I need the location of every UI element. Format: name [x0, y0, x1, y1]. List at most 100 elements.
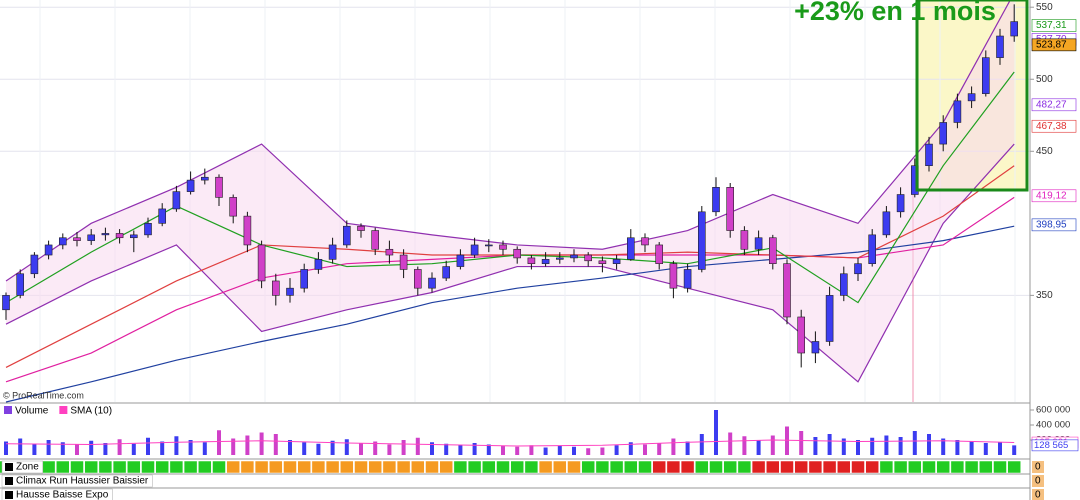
- candle-body: [314, 259, 323, 270]
- price-label: 537,31: [1036, 20, 1067, 31]
- candle-body: [655, 244, 664, 264]
- volume-bar: [89, 440, 94, 455]
- zone-cell: [695, 460, 709, 474]
- candle-body: [953, 100, 962, 123]
- volume-bar: [103, 443, 108, 455]
- zone-cell: [297, 460, 311, 474]
- candle-body: [925, 143, 933, 166]
- indicator-value-box: [1032, 489, 1044, 500]
- volume-bar: [529, 445, 534, 455]
- candle-body: [726, 187, 735, 231]
- volume-bar: [32, 443, 37, 455]
- candle-body: [697, 211, 706, 270]
- zone-cell: [155, 460, 169, 474]
- y-tick-label: 450: [1036, 146, 1053, 157]
- volume-bar: [983, 443, 988, 455]
- legend-label: Volume: [15, 406, 49, 417]
- candle-body: [328, 244, 337, 260]
- candle-body: [271, 280, 280, 296]
- volume-bar: [188, 440, 193, 455]
- volume-bar: [756, 440, 761, 455]
- candle-body: [87, 234, 95, 241]
- volume-bar: [146, 437, 150, 455]
- candle-body: [527, 257, 536, 264]
- zone-cell: [354, 460, 368, 474]
- zone-cell: [439, 460, 453, 474]
- indicator-value: 0: [1035, 462, 1041, 473]
- zone-cell: [553, 460, 567, 474]
- indicator-label: Hausse Baisse Expo: [16, 490, 109, 500]
- volume-bar: [245, 435, 250, 455]
- indicator-value-box: [1032, 475, 1044, 487]
- candle-body: [58, 237, 67, 246]
- volume-bar: [75, 444, 79, 455]
- zone-cell: [581, 460, 595, 474]
- zone-cell: [269, 460, 283, 474]
- volume-bar: [856, 440, 860, 455]
- candle-body: [783, 263, 791, 318]
- v-tick-label: 400 000: [1036, 420, 1070, 431]
- candle-body: [300, 269, 309, 289]
- candle-body: [101, 233, 110, 236]
- candle-body: [342, 225, 351, 246]
- volume-bar: [714, 410, 718, 455]
- legend-swatch: [59, 406, 68, 414]
- volume-bar: [657, 443, 662, 455]
- zone-cell: [964, 460, 979, 474]
- indicator-line: [5, 143, 1015, 383]
- volume-bar: [259, 432, 264, 455]
- candle-body: [442, 266, 451, 279]
- candle-body: [2, 295, 10, 311]
- candle-body: [456, 254, 465, 267]
- volume-label-box: [1031, 439, 1079, 452]
- zone-cell: [936, 460, 950, 474]
- volume-bar: [117, 439, 122, 455]
- candle-body: [811, 341, 820, 354]
- candle-body: [357, 225, 365, 231]
- zone-cell: [538, 460, 553, 474]
- zone-cell: [396, 460, 411, 474]
- zone-cell: [70, 460, 84, 474]
- candle-body: [570, 254, 578, 259]
- zone-cell: [1007, 460, 1021, 474]
- indicator-value: 0: [1035, 490, 1041, 500]
- zone-cell: [865, 460, 879, 474]
- zone-cell: [837, 460, 851, 474]
- volume-bar: [316, 443, 321, 455]
- zone-cell: [254, 460, 269, 474]
- volume-bar: [912, 431, 917, 455]
- candle-body: [470, 244, 479, 256]
- volume-bar: [600, 447, 605, 455]
- price-label-box: [1031, 98, 1077, 112]
- candle-body: [740, 230, 749, 250]
- zone-cell: [183, 460, 198, 474]
- candle-body: [428, 277, 436, 289]
- candle-body: [683, 269, 692, 289]
- candle-body: [541, 259, 550, 264]
- price-label-box: [1031, 119, 1077, 133]
- volume-bar: [373, 441, 378, 455]
- indicator-line: [5, 225, 1015, 403]
- volume-bar: [458, 445, 463, 455]
- zone-cell: [794, 460, 808, 474]
- annotation: +23% en 1 mois: [794, 0, 996, 26]
- volume-bar: [770, 435, 775, 455]
- zone-cell: [240, 460, 255, 474]
- volume-bar: [870, 437, 875, 455]
- volume-bar: [387, 444, 392, 455]
- candle-body: [385, 248, 394, 256]
- zone-cell: [893, 460, 908, 474]
- volume-bar: [344, 439, 349, 455]
- candle-body: [939, 122, 948, 145]
- volume-bar: [174, 436, 179, 455]
- zone-cell: [84, 460, 98, 474]
- credit: © ProRealTime.com: [3, 390, 84, 400]
- candle-body: [839, 273, 848, 296]
- volume-bar: [18, 438, 23, 455]
- candle-body: [413, 269, 422, 289]
- candle-body: [967, 93, 976, 102]
- volume-bar: [557, 446, 562, 455]
- volume-bar: [131, 443, 136, 455]
- candle-body: [584, 254, 593, 262]
